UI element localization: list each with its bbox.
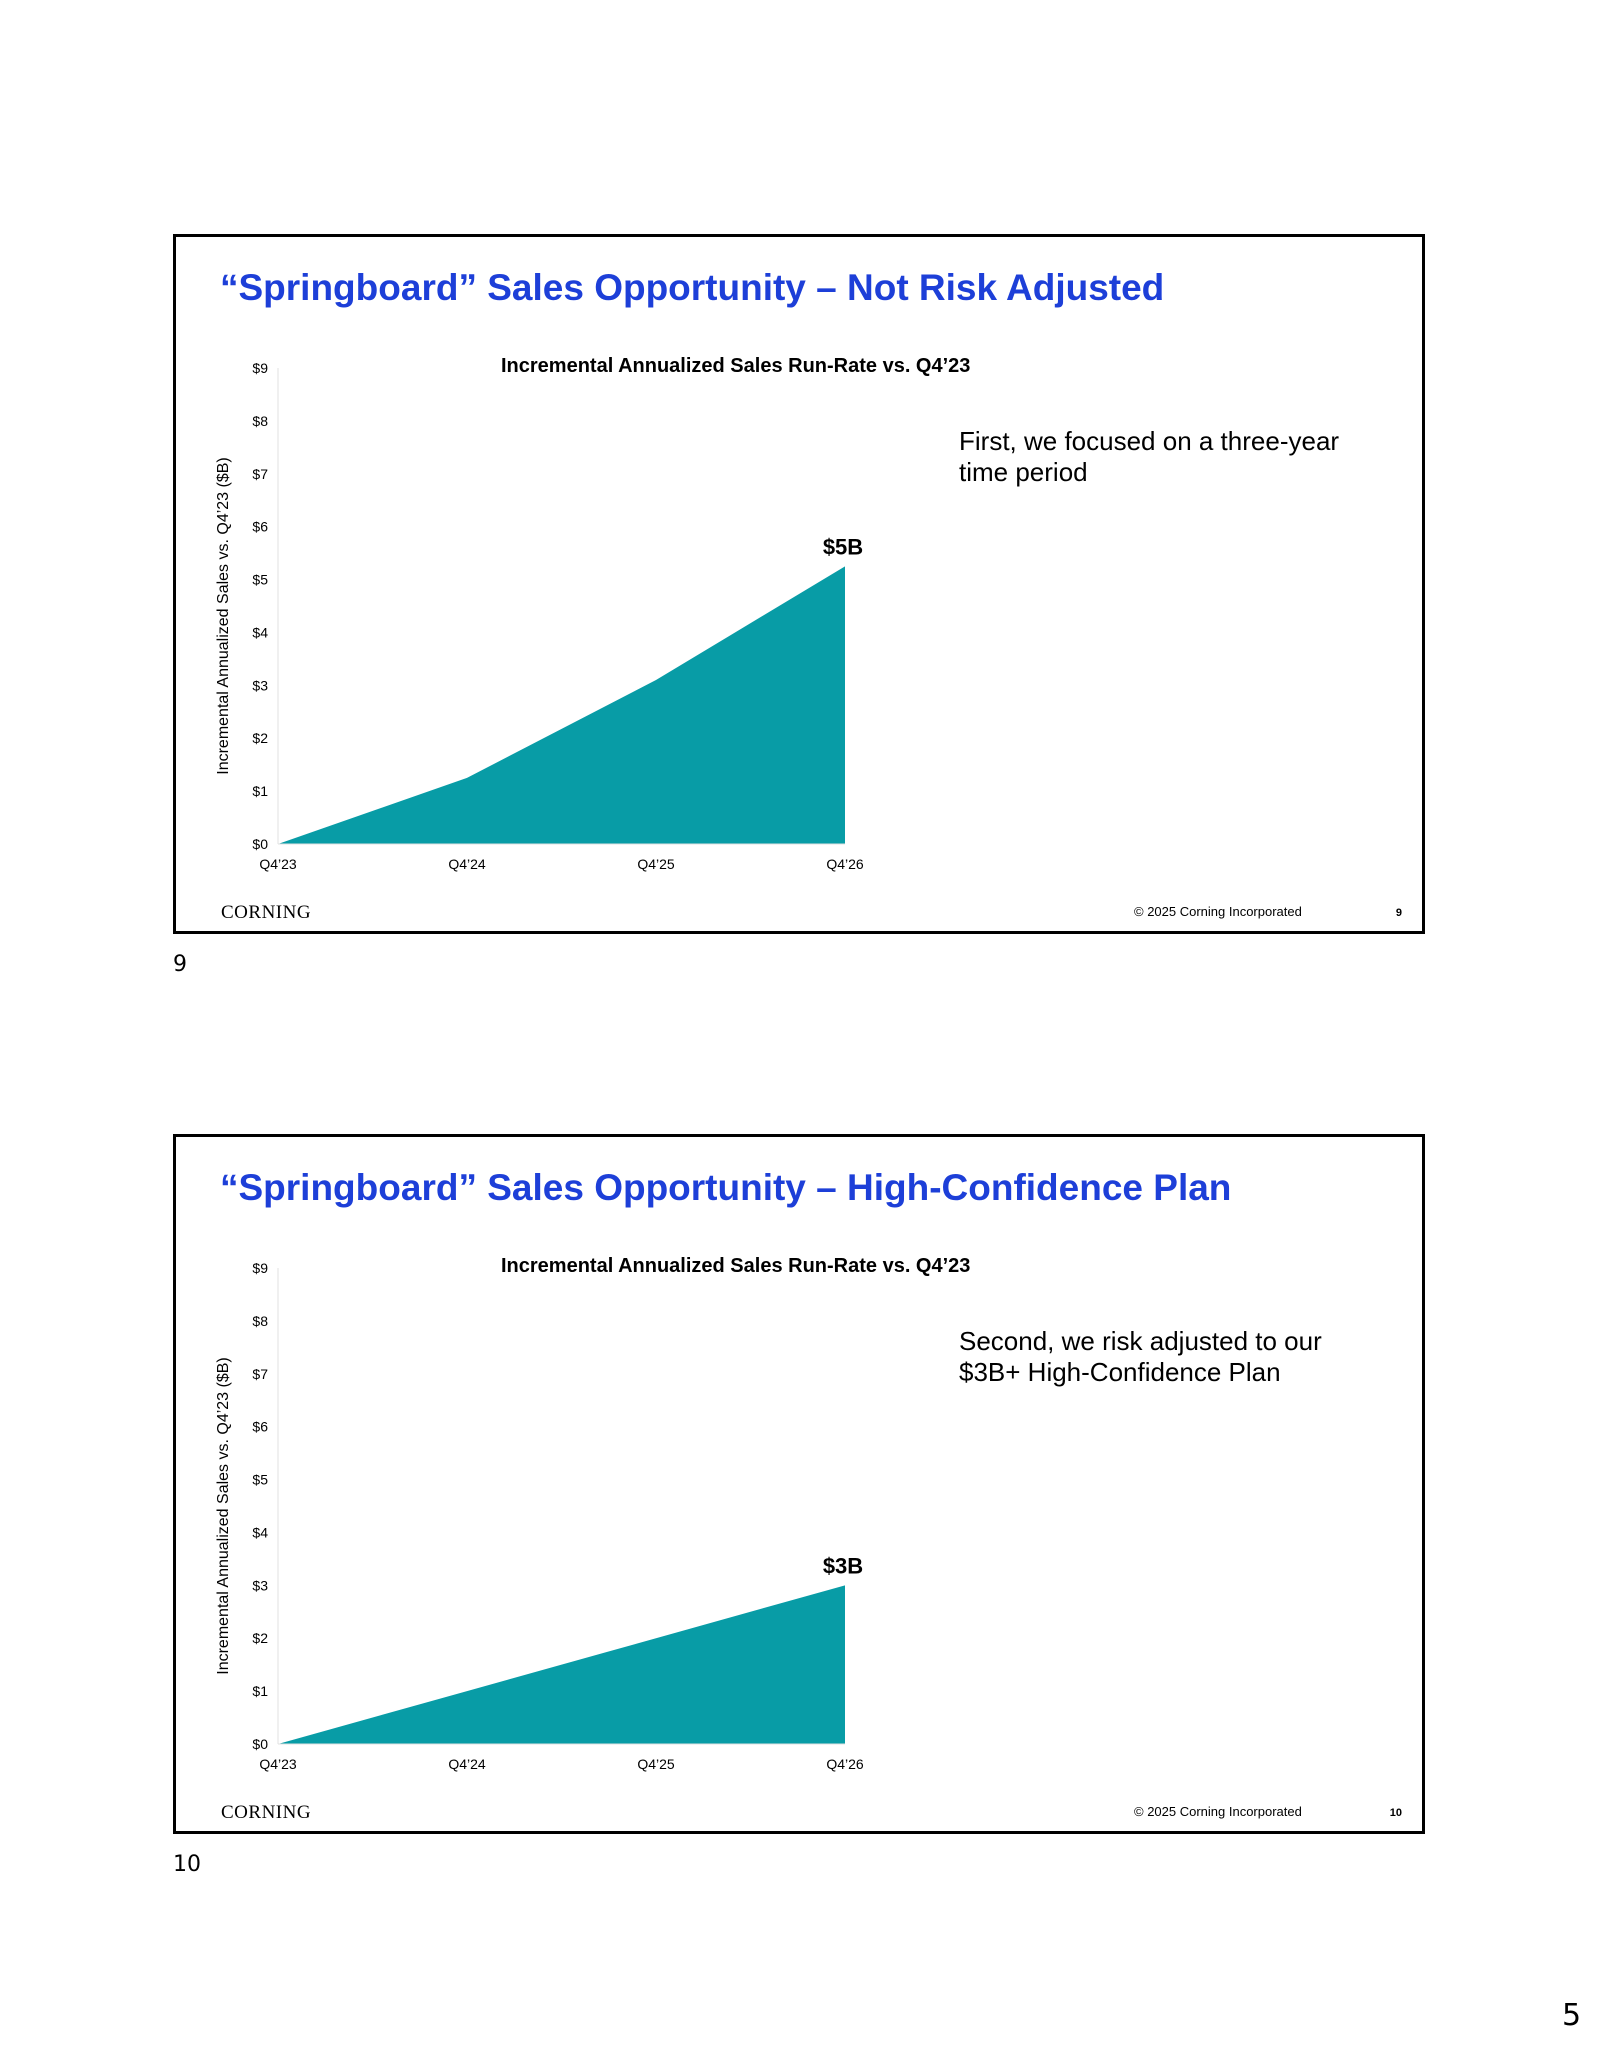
y-tick-label: $6 [252,1419,268,1435]
corning-logo: CORNING [221,1802,312,1823]
y-tick-label: $2 [252,730,268,746]
x-tick-label: Q4’23 [259,856,297,872]
slide-10: “Springboard” Sales Opportunity – High-C… [173,1134,1425,1834]
x-tick-label: Q4’25 [637,856,675,872]
slide-9: “Springboard” Sales Opportunity – Not Ri… [173,234,1425,934]
copyright: © 2025 Corning Incorporated [1134,904,1302,919]
y-tick-label: $5 [252,572,268,588]
x-tick-label: Q4’26 [826,856,864,872]
x-tick-label: Q4’26 [826,1756,864,1772]
y-tick-label: $1 [252,1683,268,1699]
chart-title: Incremental Annualized Sales Run-Rate vs… [501,355,971,377]
area-series [278,1585,845,1744]
y-tick-label: $2 [252,1630,268,1646]
page-number: 5 [1562,1998,1582,2033]
y-tick-label: $9 [252,1260,268,1276]
y-tick-label: $6 [252,519,268,535]
area-chart: $0 $1 $2 $3 $4 $5 $6 $7 $8 $9 Q4’23 Q4’24 Q4’25 Q4’26… [215,360,864,872]
x-tick-label: Q4’23 [259,1756,297,1772]
y-tick-label: $0 [252,836,268,852]
y-tick-label: $3 [252,677,268,693]
slide-note: First, we focused on a three-year time p… [959,426,1340,487]
x-tick-label: Q4’24 [448,1756,486,1772]
chart-title: Incremental Annualized Sales Run-Rate vs… [501,1255,971,1277]
y-axis-title: Incremental Annualized Sales vs. Q4’23 (… [215,457,232,775]
slide-number: 9 [1395,907,1402,919]
slide-number: 10 [1389,1807,1402,1819]
data-label: $5B [823,534,863,559]
y-tick-label: $1 [252,783,268,799]
y-tick-label: $8 [252,413,268,429]
slide-caption-number: 9 [173,952,187,977]
slide-title: “Springboard” Sales Opportunity – High-C… [220,1167,1232,1208]
y-tick-label: $8 [252,1313,268,1329]
slide-caption-number: 10 [173,1852,201,1877]
y-tick-label: $9 [252,360,268,376]
y-tick-label: $4 [252,624,268,640]
copyright: © 2025 Corning Incorporated [1134,1804,1302,1819]
area-chart: $0 $1 $2 $3 $4 $5 $6 $7 $8 $9 Q4’23 Q4’24 Q4’25 Q4’26… [215,1260,864,1772]
y-tick-label: $4 [252,1524,268,1540]
y-tick-label: $0 [252,1736,268,1752]
data-label: $3B [823,1553,863,1578]
slide-title: “Springboard” Sales Opportunity – Not Ri… [220,267,1165,308]
corning-logo: CORNING [221,902,312,923]
x-tick-label: Q4’24 [448,856,486,872]
y-tick-label: $7 [252,1366,268,1382]
slide-note: Second, we risk adjusted to our $3B+ Hig… [959,1326,1322,1387]
x-tick-label: Q4’25 [637,1756,675,1772]
y-axis-title: Incremental Annualized Sales vs. Q4’23 (… [215,1357,232,1675]
y-tick-label: $5 [252,1472,268,1488]
y-tick-label: $7 [252,466,268,482]
y-tick-label: $3 [252,1577,268,1593]
area-series [278,566,845,844]
